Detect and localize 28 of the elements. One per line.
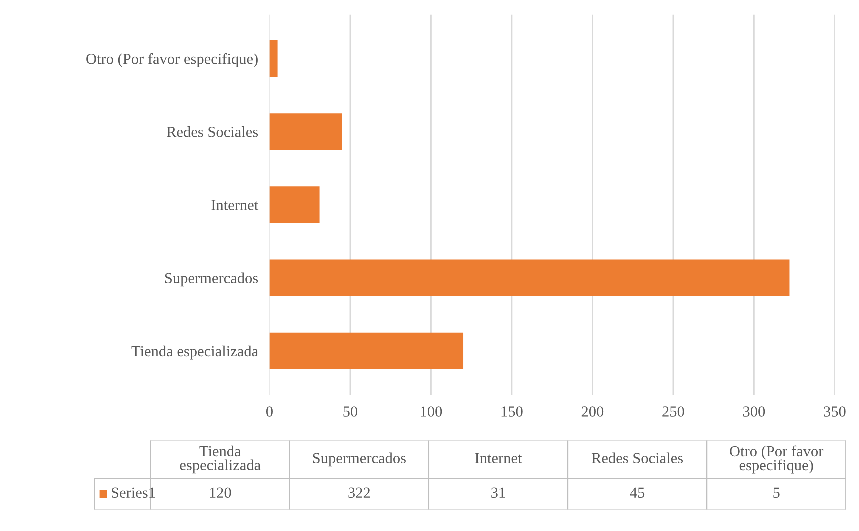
data-label: 322 (348, 488, 370, 498)
category-label: Redes Sociales (592, 452, 684, 464)
x-tick-label: 50 (344, 406, 358, 417)
bar (270, 186, 320, 224)
y-tick-label: Supermercados (165, 272, 258, 287)
category-label: Internet (475, 453, 522, 464)
category-label: Supermercados (313, 452, 406, 467)
bar (270, 260, 790, 296)
y-tick-label: Otro (Por favor especifique) (86, 53, 258, 68)
data-label: 45 (630, 488, 645, 498)
bar (270, 114, 342, 150)
x-tick-label: 200 (582, 406, 604, 417)
data-label: 120 (210, 488, 232, 498)
x-tick-label: 300 (743, 406, 766, 417)
data-label: 31 (492, 488, 506, 498)
bar (270, 40, 278, 78)
x-tick-label: 0 (266, 406, 273, 417)
legend-label: Series1 (112, 488, 156, 498)
y-tick-label: Internet (212, 200, 259, 210)
x-tick-label: 100 (421, 406, 442, 417)
x-tick-label: 250 (662, 406, 684, 417)
bar (270, 332, 464, 370)
data-label: 5 (774, 488, 780, 498)
category-label: Otro (Por favor especifique) (730, 446, 824, 474)
x-tick-label: 150 (502, 406, 523, 417)
y-tick-label: Redes Sociales (166, 126, 258, 138)
x-tick-label: 350 (824, 406, 846, 417)
y-tick-label: Tienda especializada (132, 346, 258, 360)
